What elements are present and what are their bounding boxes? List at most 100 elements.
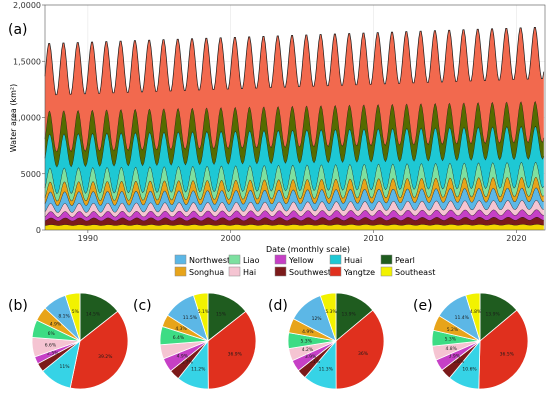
legend-item-pearl: Pearl: [380, 254, 415, 265]
pie-slice-label: 4.2%: [302, 347, 314, 353]
legend-label: Huai: [344, 256, 362, 265]
legend-swatch: [274, 266, 287, 277]
x-tick-label: 2010: [363, 234, 383, 243]
pie-slice-southeast: [319, 292, 337, 342]
legend-swatch: [174, 266, 187, 277]
pie-slice-label: 4.8%: [470, 309, 482, 315]
x-tick-label: 2000: [221, 234, 241, 243]
legend-item-yellow: Yellow: [274, 254, 314, 265]
pie-slice-label: 3.6%: [453, 359, 465, 365]
panel-label-a: (a): [8, 22, 28, 38]
legend: Northwest Songhua Liao Hai Yellow Southwest Hu…: [174, 254, 435, 277]
pie-slice-label: 4.9%: [177, 354, 189, 360]
area-series-yellow: [45, 209, 544, 221]
pie-slice-label: 14.5%: [86, 312, 101, 318]
pie-slice-label: 4.9%: [50, 322, 62, 328]
area-series-southwest: [45, 216, 544, 226]
pie-slice-yangtze: [478, 309, 529, 390]
legend-item-northwest: Northwest: [174, 254, 230, 265]
pie-slice-label: 15%: [216, 312, 227, 318]
pie-slice-southeast: [465, 292, 481, 342]
pie-slice-label: 36.5%: [500, 351, 515, 357]
legend-swatch: [329, 254, 342, 265]
legend-swatch: [174, 254, 187, 265]
y-axis-ticks: 0 5000 1,0000 1,5000 2,0000: [13, 1, 45, 235]
legend-label: Songhua: [189, 268, 224, 277]
legend-item-liao: Liao: [228, 254, 260, 265]
pie-slice-label: 4.9%: [302, 329, 314, 335]
x-tick-label: 1990: [78, 234, 98, 243]
pie-slice-label: 3.9%: [449, 354, 461, 360]
area-series-pearl: [45, 101, 544, 167]
legend-label: Yangtze: [343, 268, 375, 277]
legend-item-southwest: Southwest: [274, 266, 331, 277]
pie-slice-yangtze: [207, 310, 257, 390]
pie-slice-label: 13.9%: [341, 312, 356, 318]
pie-slice-label: 11.4%: [455, 315, 470, 321]
pie-slice-label: 4.3%: [175, 326, 187, 332]
pie-panel-e: (e) 13.9% 36.5% 10.6%3.6%3.9% 4.8% 5.3% 5.2% 11…: [413, 292, 529, 390]
area-boundary-yangtze: [44, 26, 545, 96]
pie-charts: (b) 14.5% 39.2% 11% 2.5% 6.6% 6% 4.9% 8.1%5% (c) 1…: [8, 292, 529, 390]
stacked-areas: [44, 26, 545, 230]
legend-label: Southwest: [289, 268, 331, 277]
pie-slice-label: 12%: [312, 316, 323, 322]
pie-panel-label: (e): [413, 298, 433, 314]
pie-panel-label: (b): [8, 298, 28, 314]
pie-slice-southeast: [192, 292, 209, 342]
pie-panel-label: (c): [133, 298, 152, 314]
pie-slice-label: 13.9%: [485, 312, 500, 318]
y-tick-label: 2,0000: [13, 1, 41, 10]
pie-slice-label: 5.3%: [301, 338, 313, 344]
area-series-yangtze: [45, 27, 544, 152]
y-tick-label: 1,5000: [13, 57, 41, 66]
pie-slice-label: 11.2%: [191, 367, 206, 373]
pie-slice-yangtze: [69, 310, 129, 390]
pie-slice-label: 3.7%: [181, 360, 193, 366]
pie-panel-d: (d)13.9%36%11.3%3.1%3.9%4.2%5.3%4.9%12%5…: [268, 292, 385, 390]
pie-panel-c: (c) 15% 36.9% 11.2%3.7%4.9% 6.4% 4.3% 11.5%5.1…: [133, 292, 257, 390]
pie-slice-label: 5.2%: [447, 327, 459, 333]
pie-slice-label: 6%: [48, 331, 56, 337]
legend-label: Southeast: [395, 268, 435, 277]
legend-swatch: [228, 266, 241, 277]
legend-label: Hai: [243, 268, 256, 277]
area-series-liao: [45, 161, 544, 201]
legend-label: Liao: [243, 256, 260, 265]
legend-item-yangtze: Yangtze: [329, 266, 375, 277]
pie-slice-label: 36.9%: [228, 351, 243, 357]
legend-swatch: [274, 254, 287, 265]
pie-panel-label: (d): [268, 298, 288, 314]
pie-slice-label: 5.3%: [325, 309, 337, 315]
plot-frame: [44, 4, 546, 231]
pie-slice-label: 39.2%: [98, 354, 113, 360]
pie-slice-label: 11%: [59, 364, 70, 370]
pie-slice-label: 5.1%: [198, 309, 210, 315]
legend-label: Yellow: [288, 256, 314, 265]
y-tick-label: 0: [36, 226, 41, 235]
y-tick-label: 5000: [21, 170, 41, 179]
x-axis-ticks: 1990 2000 2010 2020: [78, 230, 527, 243]
pie-slice-label: 36%: [358, 351, 369, 357]
pie-slice-label: 4.8%: [446, 346, 458, 352]
legend-label: Northwest: [189, 256, 230, 265]
legend-item-songhua: Songhua: [174, 266, 224, 277]
pie-slice-label: 3.9%: [305, 354, 317, 360]
pie-slice-label: 10.6%: [462, 366, 477, 372]
pie-slice-label: 11.5%: [183, 315, 198, 321]
legend-label: Pearl: [395, 256, 415, 265]
x-axis-label: Date (monthly scale): [266, 245, 350, 254]
legend-item-southeast: Southeast: [380, 266, 435, 277]
legend-swatch: [380, 254, 393, 265]
legend-item-hai: Hai: [228, 266, 256, 277]
y-axis-label: Water area (km²): [9, 84, 18, 152]
pie-slice-label: 6.4%: [173, 335, 185, 341]
area-boundary-liao: [44, 161, 545, 195]
pie-slice-label: 3.1%: [309, 359, 321, 365]
pie-slice-label: 2.5%: [47, 350, 59, 356]
pie-slice-southeast: [64, 292, 81, 342]
y-tick-label: 1,0000: [13, 114, 41, 123]
pie-slice-label: 5.3%: [445, 337, 457, 343]
